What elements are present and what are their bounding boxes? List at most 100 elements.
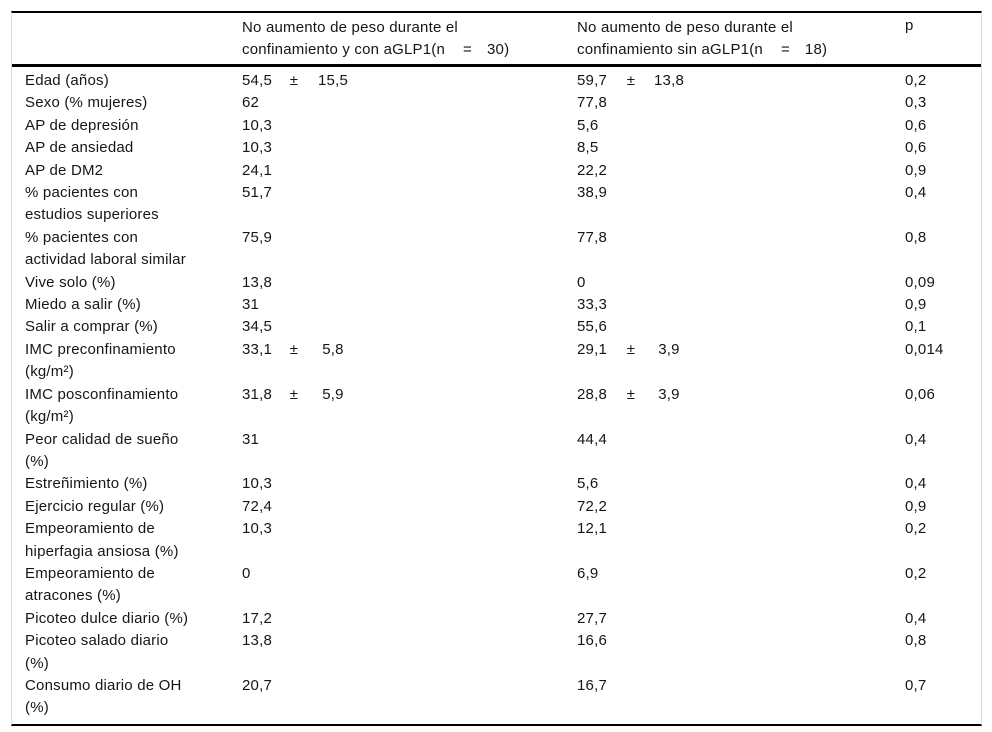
- group2-value: 59,7: [577, 72, 607, 89]
- group2-value: 22,2: [577, 161, 607, 179]
- group2-value: 5,6: [577, 475, 599, 493]
- group2-cell: 0: [577, 272, 905, 294]
- row-label: AP de DM2: [25, 161, 104, 179]
- row-label: % pacientes con estudios superiores: [25, 184, 159, 224]
- group2-cell: 16,6: [577, 630, 905, 652]
- p-value: 0,06: [905, 385, 935, 403]
- row-label: IMC preconfinamiento (kg/m²): [25, 340, 176, 381]
- group1-cell: 10,3: [242, 473, 577, 495]
- group2-sd: 13,8: [654, 72, 684, 89]
- group1-value: 10,3: [242, 139, 272, 157]
- group1-value: 13,8: [242, 273, 272, 291]
- comparison-table: No aumento de peso durante el confinamie…: [11, 11, 982, 726]
- table-row: Consumo diario de OH (%) 20,7 16,7 0,7: [25, 675, 981, 720]
- p-value: 0,4: [905, 609, 927, 627]
- table-row: AP de ansiedad 10,3 8,5 0,6: [25, 137, 981, 159]
- group2-value: 27,7: [577, 609, 607, 627]
- header-group2-line1: No aumento de peso durante el: [577, 19, 793, 36]
- row-label: Empeoramiento de hiperfagia ansiosa (%): [25, 520, 179, 560]
- group2-cell: 38,9: [577, 182, 905, 204]
- p-value: 0,8: [905, 632, 927, 650]
- header-group2-n: 18): [804, 41, 828, 58]
- table-row: Vive solo (%) 13,8 0 0,09: [25, 272, 981, 294]
- group1-value: 72,4: [242, 497, 272, 515]
- group1-cell: 72,4: [242, 496, 577, 518]
- table-row: IMC preconfinamiento (kg/m²) 33,1 ± 5,8 …: [25, 339, 981, 384]
- table-row: AP de depresión 10,3 5,6 0,6: [25, 115, 981, 137]
- group1-value: 62: [242, 94, 260, 112]
- group1-sd: 5,8: [322, 340, 344, 358]
- p-value: 0,4: [905, 475, 927, 493]
- group1-sd: 15,5: [318, 72, 348, 89]
- group1-value: 75,9: [242, 228, 272, 246]
- row-label: Ejercicio regular (%): [25, 497, 165, 515]
- group1-value: 10,3: [242, 520, 272, 538]
- group1-sd: 5,9: [322, 385, 344, 403]
- group2-value: 77,8: [577, 94, 607, 112]
- table-row: IMC posconfinamiento (kg/m²) 31,8 ± 5,9 …: [25, 384, 981, 429]
- table-header: No aumento de peso durante el confinamie…: [12, 13, 981, 67]
- p-value: 0,1: [905, 318, 927, 336]
- equals-sign: =: [780, 41, 790, 58]
- group2-value: 0: [577, 273, 586, 291]
- group1-cell: 31: [242, 294, 577, 316]
- group2-cell: 33,3: [577, 294, 905, 316]
- p-value: 0,6: [905, 116, 927, 134]
- plus-minus-sign: ±: [626, 72, 636, 89]
- header-group1-line1: No aumento de peso durante el: [242, 19, 458, 36]
- table-row: Estreñimiento (%) 10,3 5,6 0,4: [25, 473, 981, 495]
- table-row: Edad (años) 54,5 ± 15,5 59,7 ± 13,8 0,2: [25, 70, 981, 92]
- group2-cell: 28,8 ± 3,9: [577, 384, 905, 406]
- group1-value: 33,1: [242, 340, 272, 358]
- group1-cell: 62: [242, 92, 577, 114]
- row-label: AP de ansiedad: [25, 139, 134, 157]
- row-label: % pacientes con actividad laboral simila…: [25, 228, 186, 269]
- table-row: Picoteo salado diario (%) 13,8 16,6 0,8: [25, 630, 981, 675]
- header-group1: No aumento de peso durante el confinamie…: [242, 17, 577, 61]
- plus-minus-sign: ±: [626, 340, 636, 358]
- table-row: Empeoramiento de hiperfagia ansiosa (%) …: [25, 518, 981, 563]
- group2-cell: 16,7: [577, 675, 905, 697]
- group2-cell: 5,6: [577, 473, 905, 495]
- group2-cell: 72,2: [577, 496, 905, 518]
- header-group2: No aumento de peso durante el confinamie…: [577, 17, 905, 61]
- group1-value: 10,3: [242, 116, 272, 134]
- group1-cell: 10,3: [242, 518, 577, 540]
- p-value: 0,3: [905, 94, 927, 112]
- table-body: Edad (años) 54,5 ± 15,5 59,7 ± 13,8 0,2 …: [12, 67, 981, 724]
- group1-cell: 24,1: [242, 160, 577, 182]
- group1-cell: 13,8: [242, 272, 577, 294]
- group2-sd: 3,9: [658, 340, 680, 358]
- group2-value: 12,1: [577, 520, 607, 538]
- row-label: Consumo diario de OH (%): [25, 676, 182, 717]
- row-label: Picoteo salado diario (%): [25, 632, 169, 672]
- row-label: Peor calidad de sueño (%): [25, 430, 179, 470]
- group2-value: 16,6: [577, 632, 607, 650]
- p-value: 0,8: [905, 228, 927, 246]
- header-group1-line2: confinamiento y con aGLP1(n: [242, 41, 446, 58]
- row-label: Picoteo dulce diario (%): [25, 609, 189, 627]
- group2-cell: 27,7: [577, 608, 905, 630]
- group2-cell: 44,4: [577, 429, 905, 451]
- group1-cell: 75,9: [242, 227, 577, 249]
- group2-value: 28,8: [577, 385, 607, 403]
- group2-cell: 29,1 ± 3,9: [577, 339, 905, 361]
- p-value: 0,7: [905, 676, 927, 694]
- group1-cell: 20,7: [242, 675, 577, 697]
- group1-value: 34,5: [242, 318, 272, 336]
- group2-cell: 55,6: [577, 316, 905, 338]
- p-value: 0,4: [905, 184, 927, 202]
- p-value: 0,9: [905, 296, 927, 314]
- group1-cell: 13,8: [242, 630, 577, 652]
- group2-value: 16,7: [577, 676, 607, 694]
- group1-cell: 51,7: [242, 182, 577, 204]
- row-label: Estreñimiento (%): [25, 475, 148, 493]
- group2-cell: 77,8: [577, 92, 905, 114]
- table-row: Peor calidad de sueño (%) 31 44,4 0,4: [25, 429, 981, 474]
- row-label: AP de depresión: [25, 116, 139, 134]
- table-row: Ejercicio regular (%) 72,4 72,2 0,9: [25, 496, 981, 518]
- group2-value: 55,6: [577, 318, 607, 336]
- group1-cell: 31,8 ± 5,9: [242, 384, 577, 406]
- row-label: Vive solo (%): [25, 273, 116, 291]
